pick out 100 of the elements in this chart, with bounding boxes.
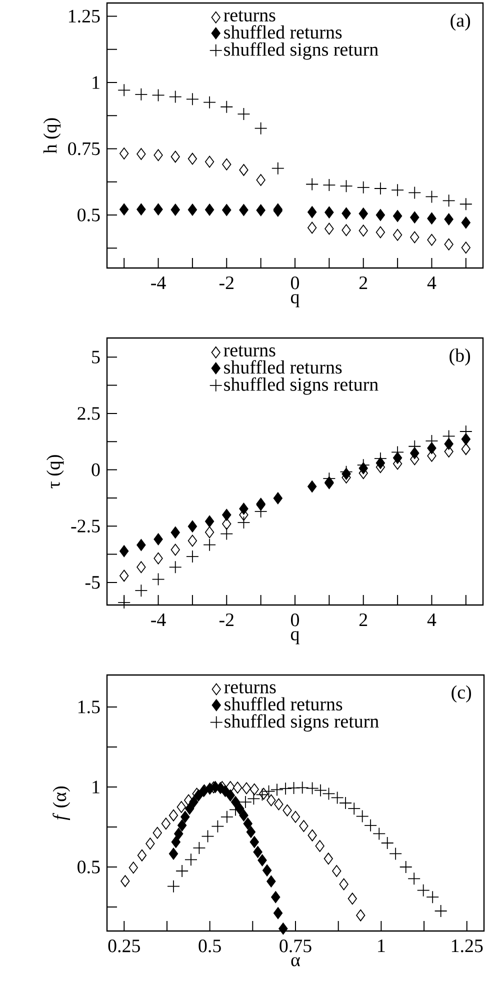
point <box>226 789 235 802</box>
point <box>358 208 368 220</box>
point <box>444 438 454 450</box>
x-tick-label: 0 <box>290 276 299 290</box>
point <box>120 570 129 582</box>
point <box>315 840 324 852</box>
point <box>308 480 317 492</box>
point <box>239 164 248 176</box>
point <box>146 838 155 850</box>
point <box>204 204 214 216</box>
point <box>170 526 180 538</box>
point <box>174 828 184 840</box>
point <box>239 204 248 216</box>
point <box>425 190 438 204</box>
point <box>427 442 436 454</box>
point <box>278 922 288 935</box>
point <box>161 818 171 830</box>
point <box>287 782 300 794</box>
x-tick-label: 2 <box>359 614 368 626</box>
x-tick-label: 0 <box>290 614 299 626</box>
point <box>204 526 214 538</box>
point <box>237 108 250 120</box>
point <box>274 798 284 810</box>
point <box>177 819 187 832</box>
point <box>266 794 276 806</box>
y-tick-label: 1.25 <box>69 10 100 23</box>
y-tick-label: 2.5 <box>78 407 100 420</box>
point <box>211 820 224 833</box>
point <box>188 534 198 547</box>
point <box>134 584 148 598</box>
y-tick-label: 1 <box>92 780 100 794</box>
legend-label: shuffled signs return <box>224 714 379 732</box>
annotation: (a) <box>450 13 470 31</box>
point <box>136 148 146 160</box>
point <box>204 156 214 168</box>
point <box>376 226 386 238</box>
point <box>167 880 180 893</box>
point <box>170 150 180 163</box>
point <box>372 827 386 840</box>
point <box>188 152 198 165</box>
x-tick-label: 0.75 <box>280 940 312 952</box>
point <box>168 809 178 822</box>
y-tick-label: -5 <box>85 576 100 589</box>
point <box>136 539 146 552</box>
point <box>168 848 178 860</box>
point <box>314 784 327 797</box>
x-tick-label: -2 <box>219 276 234 290</box>
point <box>247 792 260 806</box>
point <box>392 210 402 222</box>
legend-label: shuffled returns <box>224 25 342 39</box>
annotation: (b) <box>450 348 470 366</box>
point <box>120 875 130 888</box>
point <box>434 904 448 918</box>
point <box>220 785 230 797</box>
point <box>273 492 282 504</box>
point <box>243 818 252 830</box>
point <box>306 178 319 191</box>
point <box>376 209 386 221</box>
x-tick-label: -4 <box>151 614 166 626</box>
point <box>154 552 163 564</box>
point <box>170 204 180 216</box>
x-tick-label: 1 <box>378 940 385 952</box>
point <box>389 847 402 860</box>
point <box>152 88 165 102</box>
x-tick-label: 4 <box>427 614 436 626</box>
point <box>296 781 309 794</box>
y-axis-title: τ (q) <box>46 455 64 488</box>
point <box>262 864 272 876</box>
point <box>170 544 180 556</box>
y-tick-label: 5 <box>92 350 100 364</box>
point <box>340 180 353 193</box>
point <box>220 810 234 824</box>
point <box>308 206 317 218</box>
point <box>410 447 420 460</box>
x-axis-title: α <box>291 957 300 966</box>
legend-label: shuffled signs return <box>224 377 378 395</box>
point <box>266 875 276 888</box>
legend-label: shuffled returns <box>224 697 342 711</box>
point <box>120 545 129 558</box>
point <box>254 122 268 135</box>
point <box>391 184 404 197</box>
point <box>204 515 214 528</box>
point <box>444 213 454 226</box>
point <box>282 804 292 816</box>
point <box>342 207 351 220</box>
point <box>461 242 470 254</box>
y-axis-title: f (α) <box>52 786 70 820</box>
point <box>270 783 284 796</box>
point <box>246 826 256 838</box>
point <box>136 203 146 216</box>
point <box>120 148 129 160</box>
point <box>290 810 300 823</box>
point <box>118 596 131 609</box>
point <box>203 538 216 552</box>
point <box>250 836 259 848</box>
y-tick-label: 0.75 <box>68 142 100 156</box>
point <box>308 829 317 842</box>
point <box>137 849 147 862</box>
point <box>308 222 317 234</box>
point <box>322 178 336 192</box>
